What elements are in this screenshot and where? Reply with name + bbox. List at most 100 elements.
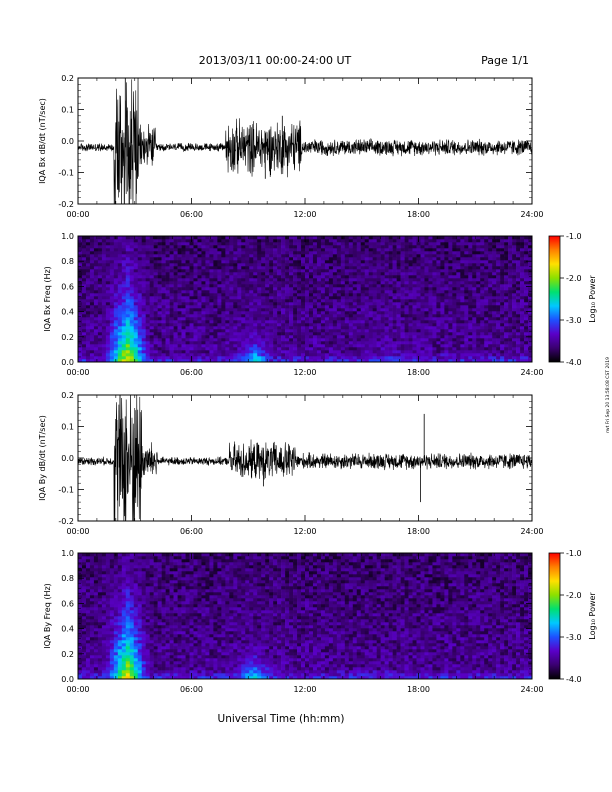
- spectrogram-cell: [332, 329, 338, 333]
- spectrogram-cell: [504, 236, 509, 240]
- spectrogram-cell: [78, 326, 83, 330]
- spectrogram-cell: [269, 305, 274, 309]
- spectrogram-cell: [524, 257, 529, 261]
- spectrogram-cell: [376, 308, 381, 312]
- spectrogram-cell: [149, 359, 154, 363]
- spectrogram-cell: [245, 329, 250, 333]
- spectrogram-cell: [376, 254, 381, 258]
- spectrogram-cell: [273, 260, 278, 264]
- spectrogram-cell: [149, 263, 154, 267]
- spectrogram-cell: [432, 251, 437, 255]
- spectrogram-cell: [113, 338, 119, 342]
- spectrogram-cell: [308, 326, 314, 330]
- spectrogram-cell: [436, 239, 441, 243]
- spectrogram-cell: [253, 329, 258, 333]
- spectrogram-cell: [137, 329, 143, 333]
- spectrogram-cell: [241, 323, 246, 327]
- spectrogram-cell: [472, 332, 477, 336]
- spectrogram-cell: [392, 350, 397, 354]
- spectrogram-cell: [460, 260, 465, 264]
- spectrogram-cell: [281, 269, 286, 273]
- spectrogram-cell: [113, 257, 119, 261]
- spectrogram-cell: [97, 248, 103, 252]
- spectrogram-cell: [484, 284, 489, 288]
- spectrogram-cell: [217, 356, 222, 360]
- spectrogram-cell: [197, 332, 202, 336]
- spectrogram-cell: [301, 311, 306, 315]
- spectrogram-cell: [468, 278, 473, 282]
- spectrogram-cell: [472, 314, 477, 318]
- spectrogram-cell: [109, 272, 115, 276]
- spectrogram-cell: [420, 269, 425, 273]
- spectrogram-cell: [432, 257, 437, 261]
- spectrogram-cell: [81, 245, 87, 249]
- spectrogram-cell: [332, 266, 338, 270]
- spectrogram-cell: [420, 335, 425, 339]
- spectrogram-cell: [452, 350, 457, 354]
- spectrogram-cell: [301, 359, 306, 363]
- spectrogram-cell: [380, 257, 385, 261]
- spectrogram-cell: [408, 335, 413, 339]
- spectrogram-cell: [277, 341, 282, 345]
- spectrogram-cell: [476, 242, 481, 246]
- spectrogram-cell: [89, 338, 95, 342]
- spectrogram-cell: [308, 266, 314, 270]
- spectrogram-cell: [308, 242, 314, 246]
- spectrogram-cell: [133, 245, 139, 249]
- spectrogram-cell: [241, 329, 246, 333]
- spectrogram-cell: [368, 257, 373, 261]
- spectrogram-cell: [348, 332, 354, 336]
- spectrogram-cell: [376, 329, 381, 333]
- spectrogram-cell: [308, 260, 314, 264]
- spectrogram-cell: [161, 320, 166, 324]
- spectrogram-cell: [528, 332, 533, 336]
- spectrogram-cell: [257, 239, 262, 243]
- spectrogram-cell: [420, 290, 425, 294]
- spectrogram-cell: [520, 323, 525, 327]
- spectrogram-cell: [285, 311, 290, 315]
- spectrogram-cell: [308, 254, 314, 258]
- spectrogram-cell: [392, 263, 397, 267]
- spectrogram-cell: [364, 314, 370, 318]
- spectrogram-cell: [368, 236, 373, 240]
- spectrogram-cell: [217, 269, 222, 273]
- spectrogram-cell: [448, 353, 453, 357]
- spectrogram-cell: [468, 284, 473, 288]
- spectrogram-cell: [444, 263, 449, 267]
- spectrogram-cell: [416, 317, 421, 321]
- spectrogram-cell: [249, 332, 254, 336]
- spectrogram-cell: [380, 350, 385, 354]
- spectrogram-cell: [113, 356, 119, 360]
- spectrogram-cell: [221, 290, 226, 294]
- spectrogram-cell: [273, 323, 278, 327]
- spectrogram-cell: [78, 299, 83, 303]
- spectrogram-cell: [348, 353, 354, 357]
- spectrogram-cell: [488, 266, 493, 270]
- spectrogram-cell: [229, 260, 234, 264]
- spectrogram-cell: [444, 278, 449, 282]
- spectrogram-cell: [392, 308, 397, 312]
- spectrogram-cell: [277, 320, 282, 324]
- spectrogram-cell: [173, 281, 178, 285]
- spectrogram-cell: [324, 326, 330, 330]
- spectrogram-cell: [197, 272, 202, 276]
- spectrogram-cell: [113, 242, 119, 246]
- spectrogram-cell: [153, 263, 158, 267]
- spectrogram-cell: [233, 245, 238, 249]
- spectrogram-cell: [380, 287, 385, 291]
- spectrogram-cell: [384, 356, 389, 360]
- spectrogram-cell: [320, 260, 326, 264]
- spectrogram-cell: [121, 296, 127, 300]
- spectrogram-cell: [316, 236, 322, 240]
- spectrogram-cell: [392, 248, 397, 252]
- spectrogram-cell: [312, 329, 318, 333]
- spectrogram-cell: [78, 287, 83, 291]
- y-tick-label: 0.6: [61, 282, 74, 291]
- spectrogram-cell: [428, 248, 433, 252]
- spectrogram-cell: [484, 236, 489, 240]
- spectrogram-cell: [213, 281, 218, 285]
- spectrogram-cell: [476, 257, 481, 261]
- spectrogram-cell: [324, 320, 330, 324]
- spectrogram-cell: [372, 257, 377, 261]
- spectrogram-cell: [444, 311, 449, 315]
